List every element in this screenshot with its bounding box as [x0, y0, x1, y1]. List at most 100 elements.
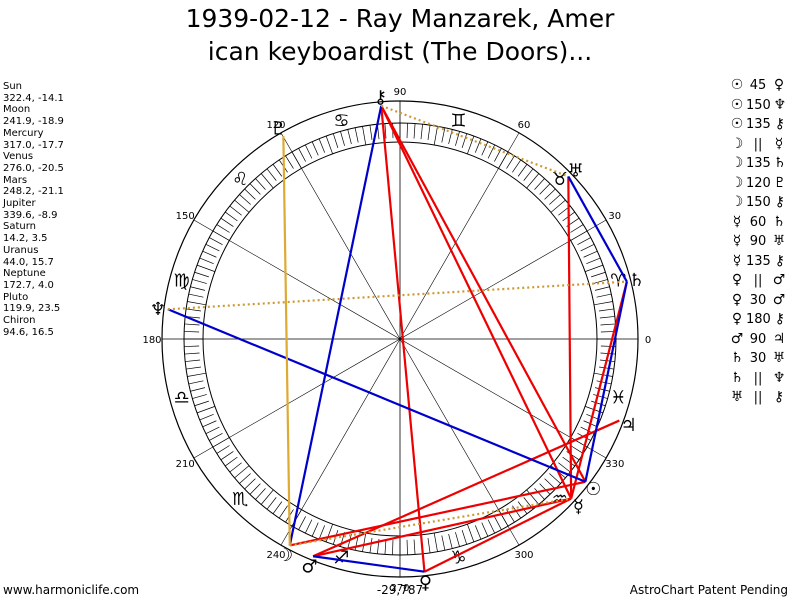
degree-tick	[278, 505, 288, 519]
aspect-planet-1-glyph: ☉	[730, 96, 744, 113]
degree-tick	[184, 323, 200, 326]
aspect-line-mercury-venus	[423, 497, 572, 573]
sign-spoke	[399, 338, 607, 459]
degree-label: 0	[645, 335, 651, 346]
degree-tick	[220, 451, 234, 461]
aspect-planet-1-glyph: ♄	[730, 369, 744, 386]
degree-tick	[184, 345, 200, 347]
degree-tick	[593, 394, 608, 399]
chart-title: 1939-02-12 - Ray Manzarek, Amer ican key…	[0, 2, 800, 68]
degree-tick	[369, 125, 373, 141]
degree-tick	[596, 380, 612, 385]
degree-tick	[384, 123, 387, 139]
degree-tick	[260, 489, 274, 505]
planet-glyph-pluto: ♇	[270, 118, 286, 139]
degree-tick	[420, 124, 423, 140]
aspect-planet-1-glyph: ♄	[730, 350, 744, 366]
degree-tick	[427, 125, 431, 141]
degree-tick	[487, 144, 496, 159]
degree-tick	[517, 164, 528, 177]
aspect-planet-2-glyph: ☿	[774, 135, 784, 152]
degree-tick	[534, 178, 545, 190]
degree-tick	[599, 316, 615, 319]
aspect-list-row: ♀ || ♂	[728, 271, 800, 291]
sign-glyph-libra: ♎	[174, 387, 190, 408]
degree-tick	[311, 522, 319, 537]
degree-tick	[539, 483, 551, 495]
degree-label: 60	[518, 120, 531, 131]
degree-label: 30	[608, 211, 621, 222]
aspect-list-row: ☉ 135 ⚷	[728, 115, 800, 135]
degree-tick	[285, 155, 294, 169]
aspect-planet-1-glyph: ♀	[731, 291, 743, 308]
aspect-angle: ||	[753, 370, 763, 386]
degree-tick	[205, 426, 220, 435]
degree-tick	[369, 537, 373, 553]
aspect-list-row: ☽ || ☿	[728, 135, 800, 155]
sign-spoke	[399, 219, 607, 340]
aspect-list-row: ☉ 45 ♀	[728, 76, 800, 96]
aspect-angle: 120	[746, 175, 771, 191]
sign-spoke	[399, 338, 520, 546]
aspect-planet-1-glyph: ☿	[732, 213, 742, 230]
aspect-planet-2-glyph: ♂	[772, 272, 786, 288]
aspect-list-row: ♀ 30 ♂	[728, 291, 800, 311]
degree-tick	[266, 497, 277, 510]
degree-tick	[441, 535, 446, 551]
sign-spokes	[193, 132, 607, 546]
sign-spoke	[280, 338, 401, 546]
degree-tick	[506, 155, 515, 169]
degree-tick	[318, 138, 326, 153]
planet-glyph-mars: ♂	[301, 557, 317, 578]
degree-tick	[570, 224, 584, 233]
aspect-list-row: ☿ 135 ⚷	[728, 252, 800, 272]
aspect-line-mercury-mars	[312, 497, 572, 558]
degree-tick	[591, 271, 606, 278]
degree-tick	[186, 366, 202, 370]
degree-tick	[580, 243, 595, 252]
sign-glyph-gemini: ♊	[450, 111, 466, 132]
degree-tick	[187, 372, 207, 377]
degree-tick	[448, 533, 453, 549]
aspect-planet-2-glyph: ♆	[772, 369, 786, 386]
degree-tick	[550, 199, 566, 213]
degree-tick	[526, 173, 540, 189]
aspect-planet-1-glyph: ☽	[730, 194, 744, 210]
degree-tick	[549, 194, 561, 205]
degree-tick	[325, 523, 333, 543]
aspect-planet-2-glyph: ⚷	[774, 311, 785, 327]
planet-glyph-neptune: ♆	[150, 299, 166, 320]
degree-tick	[202, 420, 217, 428]
aspect-list: ☉ 45 ♀ ☉ 150 ♆ ☉ 135 ⚷ ☽ || ☿ ☽ 135 ♄ ☽ 120 ♇ ☽ 150 ⚷ ☿ 60 ♄ ☿ 90…	[728, 76, 800, 408]
aspect-line-moon-chiron	[288, 105, 383, 546]
degree-tick	[249, 183, 261, 195]
degree-tick	[184, 331, 200, 333]
footer-website[interactable]: www.harmoniclife.com	[3, 583, 140, 597]
degree-tick	[526, 489, 540, 505]
degree-tick	[225, 456, 238, 467]
aspect-planet-2-glyph: ♄	[773, 155, 787, 171]
planet-glyph-chiron: ⚷	[374, 87, 387, 108]
degree-labels: 0 30 60 90 120 150 180 210 240 270 300 330	[142, 87, 651, 594]
sign-glyphs: ♈♉♊♋♌♍♎♏♐ ♑♒♓	[174, 111, 627, 569]
degree-tick	[340, 131, 345, 146]
planet-positions-list: Sun 322.4, -14.1 Moon 241.9, -18.9 Mercu…	[3, 81, 64, 338]
degree-tick	[272, 501, 283, 514]
aspect-angle: 30	[749, 351, 767, 366]
degree-tick	[544, 478, 556, 490]
degree-tick	[474, 525, 482, 540]
aspect-line-mars-venus	[312, 555, 425, 573]
aspect-planet-2-glyph: ♅	[772, 233, 786, 249]
aspect-angle: 135	[746, 156, 771, 171]
degree-tick	[413, 539, 416, 555]
aspect-planet-1-glyph: ☿	[732, 233, 742, 249]
aspect-list-row: ☽ 150 ⚷	[728, 193, 800, 213]
aspect-line-uranus-saturn	[567, 175, 628, 283]
degree-tick	[249, 483, 261, 495]
degree-tick	[494, 148, 502, 162]
degree-tick	[187, 301, 207, 306]
aspect-angle: 30	[749, 292, 767, 308]
degree-tick	[534, 488, 545, 500]
degree-tick	[594, 387, 610, 392]
degree-tick	[255, 488, 266, 500]
